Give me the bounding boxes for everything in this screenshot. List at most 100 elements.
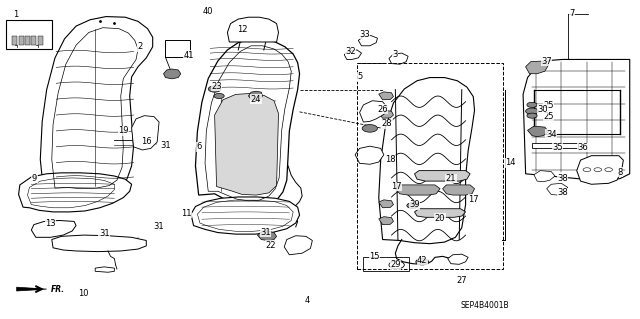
Polygon shape: [257, 231, 276, 241]
Polygon shape: [31, 36, 36, 45]
Polygon shape: [227, 17, 278, 42]
Text: 1: 1: [13, 11, 19, 19]
Circle shape: [407, 203, 419, 208]
Polygon shape: [31, 220, 76, 237]
Text: 4: 4: [305, 296, 310, 305]
Polygon shape: [396, 185, 440, 195]
Text: 31: 31: [260, 228, 271, 237]
Text: 24: 24: [251, 95, 261, 104]
Polygon shape: [527, 126, 548, 137]
Text: 26: 26: [377, 105, 388, 114]
Polygon shape: [19, 36, 24, 45]
Polygon shape: [379, 200, 394, 208]
Text: 31: 31: [154, 222, 164, 231]
Circle shape: [525, 108, 538, 115]
Circle shape: [527, 113, 537, 118]
Bar: [6, 20, 52, 49]
Polygon shape: [12, 36, 17, 45]
Text: 31: 31: [99, 229, 109, 238]
Text: 14: 14: [505, 158, 516, 167]
Bar: [166, 40, 189, 57]
Circle shape: [527, 102, 537, 108]
Text: 32: 32: [346, 47, 356, 56]
Polygon shape: [379, 78, 474, 244]
Text: FR.: FR.: [51, 285, 65, 293]
Polygon shape: [379, 217, 394, 225]
Text: 30: 30: [537, 105, 548, 114]
Circle shape: [208, 86, 221, 92]
Polygon shape: [547, 183, 568, 195]
Text: 17: 17: [468, 195, 479, 204]
Polygon shape: [534, 171, 555, 182]
Text: 8: 8: [618, 168, 623, 177]
Polygon shape: [355, 146, 384, 164]
Circle shape: [214, 93, 224, 99]
Text: 6: 6: [196, 142, 202, 151]
Text: 36: 36: [578, 143, 589, 152]
Polygon shape: [448, 254, 468, 264]
Text: 42: 42: [417, 256, 428, 265]
Polygon shape: [577, 156, 623, 184]
Polygon shape: [415, 171, 470, 181]
Text: 12: 12: [237, 25, 247, 34]
Text: 20: 20: [435, 214, 445, 223]
Text: 31: 31: [160, 141, 171, 150]
Polygon shape: [379, 110, 394, 118]
Text: 35: 35: [552, 143, 563, 152]
Text: 29: 29: [390, 260, 401, 270]
Text: SEP4B4001B: SEP4B4001B: [461, 301, 509, 310]
Text: 25: 25: [543, 101, 554, 110]
Text: 40: 40: [203, 7, 214, 16]
Polygon shape: [40, 17, 153, 196]
Text: 37: 37: [541, 56, 552, 65]
Polygon shape: [17, 287, 47, 291]
Text: 23: 23: [211, 82, 222, 91]
Text: 5: 5: [357, 72, 362, 81]
Text: 7: 7: [570, 9, 575, 18]
Polygon shape: [164, 69, 180, 79]
Polygon shape: [132, 116, 159, 150]
Bar: [364, 257, 410, 271]
Polygon shape: [523, 59, 630, 181]
Text: 3: 3: [393, 50, 398, 59]
Bar: [357, 63, 502, 269]
Circle shape: [389, 261, 404, 269]
Polygon shape: [19, 173, 132, 212]
Text: 19: 19: [118, 126, 129, 135]
Text: 18: 18: [385, 155, 396, 164]
Polygon shape: [52, 235, 147, 252]
Text: 2: 2: [138, 42, 143, 51]
Text: 38: 38: [557, 188, 568, 197]
Text: 10: 10: [79, 289, 89, 298]
Text: 21: 21: [445, 174, 456, 183]
Polygon shape: [191, 197, 300, 234]
Text: 9: 9: [32, 174, 37, 183]
Text: 17: 17: [391, 182, 402, 191]
Text: 38: 38: [557, 174, 568, 183]
Polygon shape: [360, 101, 387, 122]
Text: 28: 28: [381, 119, 392, 129]
Text: 41: 41: [184, 51, 195, 60]
Text: 15: 15: [369, 252, 380, 261]
Bar: [532, 143, 578, 148]
Polygon shape: [415, 209, 466, 217]
Polygon shape: [38, 36, 43, 45]
Text: 22: 22: [265, 241, 275, 250]
Polygon shape: [284, 236, 312, 255]
Circle shape: [416, 259, 429, 265]
Polygon shape: [25, 36, 30, 45]
Text: 13: 13: [45, 219, 56, 227]
Text: 27: 27: [456, 276, 467, 285]
Text: 33: 33: [359, 30, 370, 39]
Polygon shape: [195, 40, 300, 206]
Polygon shape: [214, 93, 278, 195]
Text: 39: 39: [409, 200, 420, 209]
Text: 25: 25: [543, 112, 554, 121]
Text: 34: 34: [546, 130, 557, 138]
Polygon shape: [443, 185, 474, 195]
Text: 11: 11: [180, 209, 191, 218]
Polygon shape: [248, 91, 262, 100]
Circle shape: [362, 124, 378, 132]
Text: 16: 16: [141, 137, 152, 145]
Polygon shape: [95, 267, 115, 272]
